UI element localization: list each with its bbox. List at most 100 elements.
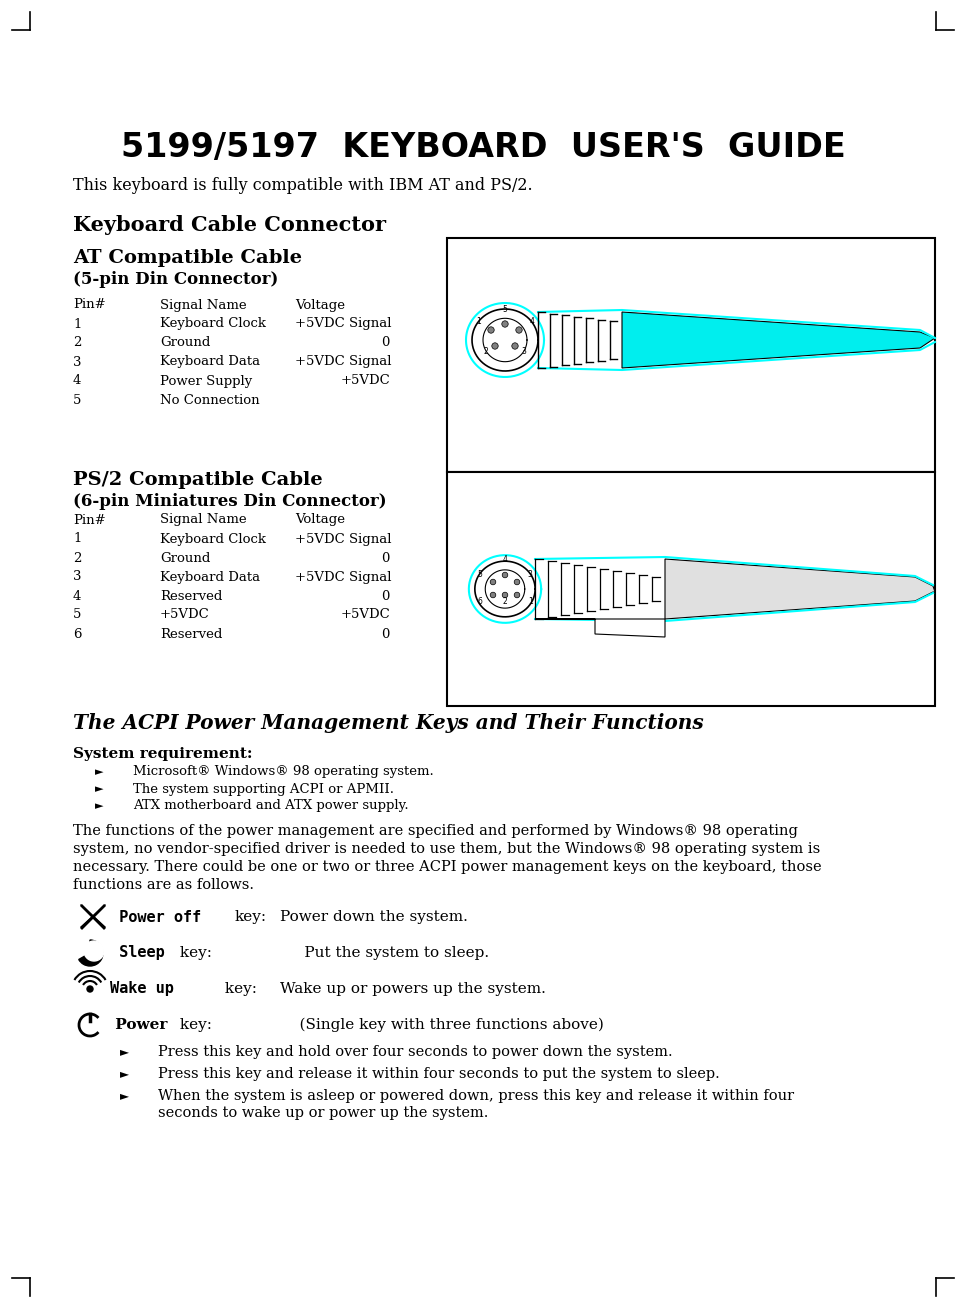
Text: (6-pin Miniatures Din Connector): (6-pin Miniatures Din Connector) [73, 493, 386, 510]
Text: Reserved: Reserved [160, 590, 222, 603]
Text: key:: key: [235, 910, 268, 923]
Circle shape [514, 579, 520, 585]
Text: +5VDC Signal: +5VDC Signal [295, 318, 391, 331]
Text: No Connection: No Connection [160, 394, 260, 407]
Circle shape [87, 986, 93, 991]
Text: 0: 0 [382, 628, 390, 641]
Text: Keyboard Clock: Keyboard Clock [160, 318, 266, 331]
Text: Put the system to sleep.: Put the system to sleep. [280, 946, 489, 960]
Text: ATX motherboard and ATX power supply.: ATX motherboard and ATX power supply. [133, 799, 409, 812]
Text: ►: ► [120, 1045, 129, 1058]
Circle shape [514, 593, 520, 598]
Circle shape [488, 327, 495, 334]
Text: 5: 5 [73, 608, 81, 621]
Text: 0: 0 [382, 552, 390, 565]
Polygon shape [665, 559, 935, 619]
Text: The ACPI Power Management Keys and Their Functions: The ACPI Power Management Keys and Their… [73, 713, 704, 732]
Text: 1: 1 [73, 532, 81, 545]
Text: 1: 1 [476, 317, 481, 326]
Text: 4: 4 [529, 317, 534, 326]
Text: +5VDC Signal: +5VDC Signal [295, 356, 391, 369]
Wedge shape [79, 940, 103, 967]
Circle shape [516, 327, 523, 334]
Text: ►: ► [95, 783, 103, 794]
Text: 1: 1 [73, 318, 81, 331]
Text: Microsoft® Windows® 98 operating system.: Microsoft® Windows® 98 operating system. [133, 765, 434, 778]
Text: Voltage: Voltage [295, 298, 345, 311]
Text: 4: 4 [73, 374, 81, 387]
Polygon shape [622, 313, 935, 368]
Text: Ground: Ground [160, 336, 211, 349]
Text: Press this key and hold over four seconds to power down the system.: Press this key and hold over four second… [158, 1045, 672, 1059]
Text: Keyboard Clock: Keyboard Clock [160, 532, 266, 545]
Circle shape [502, 572, 508, 578]
Text: functions are as follows.: functions are as follows. [73, 878, 254, 892]
Text: ►: ► [95, 800, 103, 811]
Text: 6: 6 [477, 596, 482, 606]
Text: Wake up or powers up the system.: Wake up or powers up the system. [280, 982, 546, 995]
Circle shape [502, 593, 508, 598]
Text: Power down the system.: Power down the system. [280, 910, 468, 923]
Polygon shape [535, 619, 665, 637]
Text: Voltage: Voltage [295, 514, 345, 527]
Text: necessary. There could be one or two or three ACPI power management keys on the : necessary. There could be one or two or … [73, 859, 822, 874]
Text: (5-pin Din Connector): (5-pin Din Connector) [73, 271, 278, 288]
Text: Reserved: Reserved [160, 628, 222, 641]
Text: 3: 3 [527, 570, 532, 579]
Text: Sleep: Sleep [110, 946, 165, 960]
Text: When the system is asleep or powered down, press this key and release it within : When the system is asleep or powered dow… [158, 1090, 794, 1103]
Text: 3: 3 [522, 347, 526, 356]
Text: Keyboard Data: Keyboard Data [160, 356, 260, 369]
Text: 3: 3 [73, 356, 81, 369]
Circle shape [490, 593, 496, 598]
Text: Wake up: Wake up [110, 981, 174, 997]
Text: +5VDC: +5VDC [340, 608, 390, 621]
Text: (Single key with three functions above): (Single key with three functions above) [280, 1018, 604, 1032]
Text: 0: 0 [382, 336, 390, 349]
Text: The system supporting ACPI or APMII.: The system supporting ACPI or APMII. [133, 782, 394, 795]
Circle shape [84, 940, 104, 961]
Text: 4: 4 [73, 590, 81, 603]
Text: 1: 1 [527, 596, 532, 606]
Bar [447, 238, 935, 472]
Text: key:: key: [175, 1018, 212, 1032]
Circle shape [490, 579, 496, 585]
Text: 5: 5 [477, 570, 482, 579]
Text: ►: ► [95, 766, 103, 777]
Text: 5199/5197  KEYBOARD  USER'S  GUIDE: 5199/5197 KEYBOARD USER'S GUIDE [121, 132, 845, 165]
Text: 3: 3 [73, 570, 81, 583]
Text: 0: 0 [382, 590, 390, 603]
Text: AT Compatible Cable: AT Compatible Cable [73, 249, 302, 267]
Text: 4: 4 [502, 555, 507, 564]
Text: Signal Name: Signal Name [160, 514, 246, 527]
Text: The functions of the power management are specified and performed by Windows® 98: The functions of the power management ar… [73, 824, 798, 838]
Text: +5VDC: +5VDC [160, 608, 210, 621]
Text: +5VDC: +5VDC [340, 374, 390, 387]
Text: Keyboard Data: Keyboard Data [160, 570, 260, 583]
Text: Power Supply: Power Supply [160, 374, 252, 387]
Text: Signal Name: Signal Name [160, 298, 246, 311]
Text: 2: 2 [484, 347, 489, 356]
Circle shape [512, 343, 518, 349]
Text: Pin#: Pin# [73, 514, 105, 527]
Text: seconds to wake up or power up the system.: seconds to wake up or power up the syste… [158, 1107, 489, 1120]
Text: 2: 2 [73, 336, 81, 349]
Text: key:: key: [175, 946, 212, 960]
Text: Press this key and release it within four seconds to put the system to sleep.: Press this key and release it within fou… [158, 1067, 720, 1080]
Text: This keyboard is fully compatible with IBM AT and PS/2.: This keyboard is fully compatible with I… [73, 177, 532, 194]
Text: PS/2 Compatible Cable: PS/2 Compatible Cable [73, 471, 323, 489]
Text: system, no vendor-specified driver is needed to use them, but the Windows® 98 op: system, no vendor-specified driver is ne… [73, 842, 820, 855]
Text: 2: 2 [502, 596, 507, 606]
Text: 5: 5 [502, 305, 507, 314]
Text: 2: 2 [73, 552, 81, 565]
Text: 6: 6 [73, 628, 81, 641]
Text: Power off: Power off [110, 909, 201, 925]
Text: key:: key: [220, 982, 257, 995]
Text: System requirement:: System requirement: [73, 747, 252, 761]
Text: +5VDC Signal: +5VDC Signal [295, 570, 391, 583]
Text: Power: Power [110, 1018, 167, 1032]
Circle shape [492, 343, 498, 349]
Text: 5: 5 [73, 394, 81, 407]
Text: ►: ► [120, 1090, 129, 1103]
Text: Ground: Ground [160, 552, 211, 565]
